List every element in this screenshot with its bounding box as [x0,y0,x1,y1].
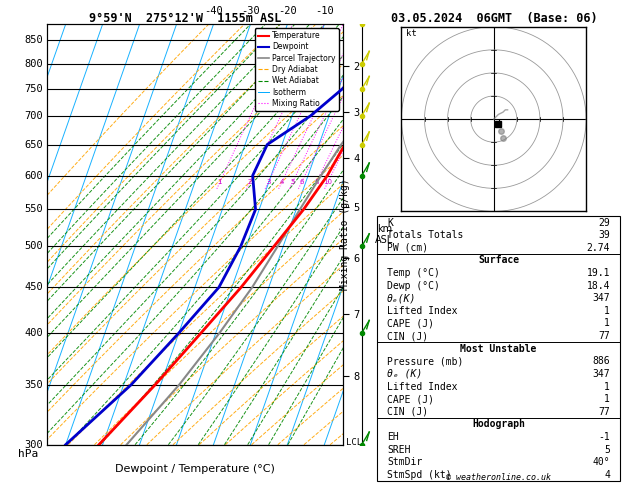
Text: 2.74: 2.74 [586,243,610,253]
Text: StmSpd (kt): StmSpd (kt) [387,470,452,480]
Text: 886: 886 [593,356,610,366]
Text: 1: 1 [604,318,610,329]
Text: Dewp (°C): Dewp (°C) [387,280,440,291]
Text: 19.1: 19.1 [586,268,610,278]
Text: K: K [387,218,393,227]
Text: Lifted Index: Lifted Index [387,382,457,392]
Text: 1: 1 [218,179,222,185]
Text: 6: 6 [299,179,304,185]
Text: 800: 800 [24,59,43,69]
Text: 700: 700 [24,111,43,121]
Text: PW (cm): PW (cm) [387,243,428,253]
Legend: Temperature, Dewpoint, Parcel Trajectory, Dry Adiabat, Wet Adiabat, Isotherm, Mi: Temperature, Dewpoint, Parcel Trajectory… [255,28,339,111]
Text: 40°: 40° [593,457,610,467]
Text: Pressure (mb): Pressure (mb) [387,356,464,366]
Text: θₑ (K): θₑ (K) [387,369,422,379]
Text: 550: 550 [24,205,43,214]
Text: CIN (J): CIN (J) [387,407,428,417]
Text: 750: 750 [24,84,43,94]
Text: 9°59'N  275°12'W  1155m ASL: 9°59'N 275°12'W 1155m ASL [89,12,282,25]
Text: Temp (°C): Temp (°C) [387,268,440,278]
Text: 10: 10 [323,179,332,185]
Text: SREH: SREH [387,445,411,454]
Text: 77: 77 [598,407,610,417]
Text: 4: 4 [604,470,610,480]
Text: Surface: Surface [478,256,519,265]
Text: 400: 400 [24,328,43,338]
Text: StmDir: StmDir [387,457,422,467]
Text: 1: 1 [604,306,610,316]
Text: 5: 5 [291,179,295,185]
Text: LCL: LCL [346,437,362,447]
Text: -20: -20 [278,6,297,16]
Text: 2: 2 [248,179,252,185]
Text: Mixing Ratio (g/kg): Mixing Ratio (g/kg) [340,179,350,290]
Text: 39: 39 [598,230,610,240]
Text: CAPE (J): CAPE (J) [387,394,434,404]
Text: 347: 347 [593,369,610,379]
Text: 450: 450 [24,282,43,292]
Text: 350: 350 [24,380,43,390]
Text: 3: 3 [266,179,270,185]
Text: © weatheronline.co.uk: © weatheronline.co.uk [446,473,550,482]
Text: CAPE (J): CAPE (J) [387,318,434,329]
Text: kt: kt [406,29,417,38]
Text: 347: 347 [593,293,610,303]
Text: CIN (J): CIN (J) [387,331,428,341]
Text: -10: -10 [315,6,334,16]
Text: 1: 1 [604,382,610,392]
Text: 650: 650 [24,139,43,150]
Text: 850: 850 [24,35,43,45]
Text: 300: 300 [24,440,43,450]
Y-axis label: km
ASL: km ASL [376,224,394,245]
Text: -30: -30 [241,6,260,16]
Text: EH: EH [387,432,399,442]
Text: 4: 4 [280,179,284,185]
Text: 03.05.2024  06GMT  (Base: 06): 03.05.2024 06GMT (Base: 06) [391,12,598,25]
X-axis label: Dewpoint / Temperature (°C): Dewpoint / Temperature (°C) [115,464,275,474]
Text: Totals Totals: Totals Totals [387,230,464,240]
Text: 29: 29 [598,218,610,227]
Text: 5: 5 [604,445,610,454]
Text: Lifted Index: Lifted Index [387,306,457,316]
Text: 18.4: 18.4 [586,280,610,291]
Text: Hodograph: Hodograph [472,419,525,430]
Text: Most Unstable: Most Unstable [460,344,537,354]
Text: hPa: hPa [18,449,38,459]
Text: 600: 600 [24,171,43,181]
Text: 500: 500 [24,242,43,251]
Text: 1: 1 [604,394,610,404]
Text: 8: 8 [314,179,318,185]
Text: θₑ(K): θₑ(K) [387,293,416,303]
Text: 77: 77 [598,331,610,341]
Text: -1: -1 [598,432,610,442]
Text: -40: -40 [204,6,223,16]
